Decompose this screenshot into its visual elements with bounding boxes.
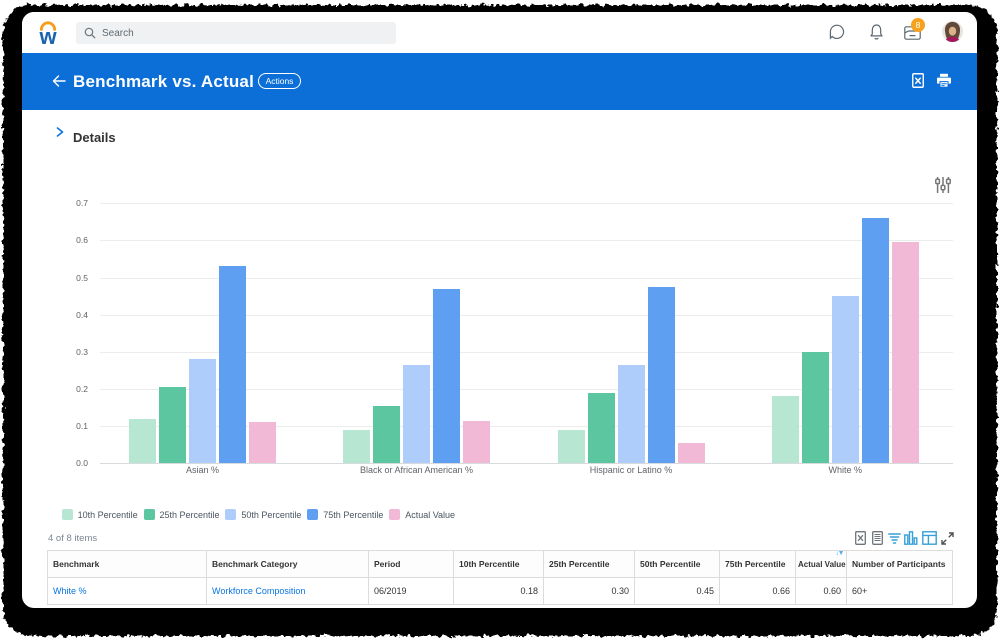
svg-text:w: w xyxy=(38,24,57,46)
